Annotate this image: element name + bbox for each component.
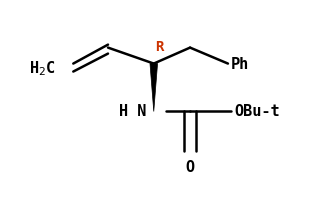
Text: H N: H N [119, 103, 146, 118]
Text: OBu-t: OBu-t [234, 103, 280, 118]
Polygon shape [150, 64, 158, 112]
Text: O: O [185, 160, 195, 175]
Text: H$_2$C: H$_2$C [29, 59, 56, 78]
Text: R: R [155, 39, 164, 53]
Text: Ph: Ph [231, 57, 249, 72]
